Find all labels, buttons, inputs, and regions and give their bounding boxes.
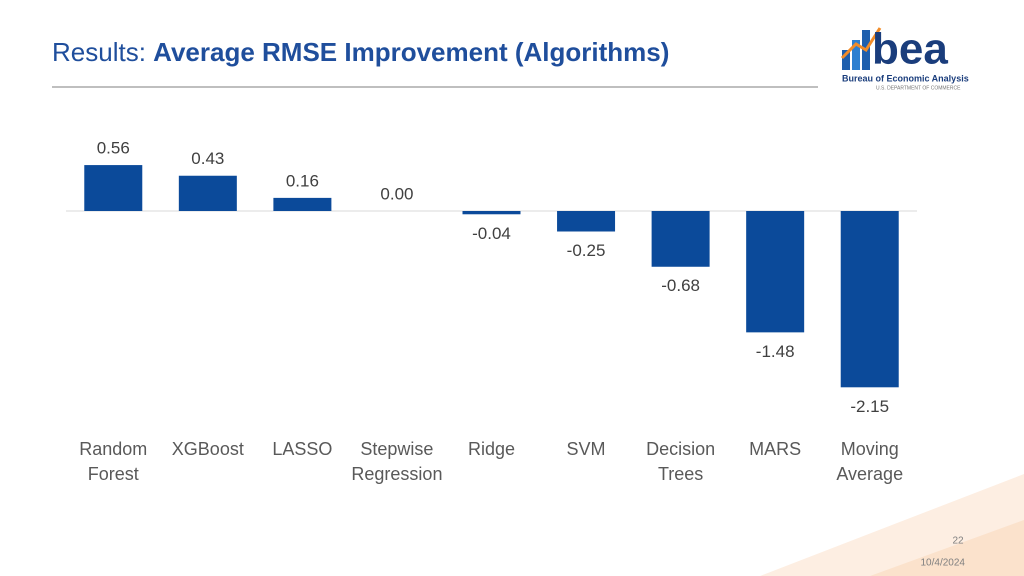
x-tick-label: XGBoost [171, 439, 244, 459]
bar [840, 211, 899, 388]
value-label: -1.48 [756, 342, 795, 361]
decor [870, 520, 1024, 576]
logo: bea Bureau of Economic Analysis U.S. DEP… [840, 25, 969, 91]
date: 10/4/2024 [921, 558, 966, 569]
value-label: -0.68 [661, 276, 700, 295]
value-label: -0.04 [472, 224, 511, 243]
x-tick-label: Ridge [467, 439, 516, 459]
value-label: -0.25 [567, 241, 606, 260]
value-label: -2.15 [850, 397, 889, 416]
x-tick-label: Moving Average [836, 439, 904, 484]
x-tick-label: Random Forest [79, 439, 148, 484]
title: Results: Average RMSE Improvement (Algor… [52, 37, 669, 67]
x-tick-label: MARS [749, 439, 802, 459]
bar [462, 211, 521, 215]
value-label: 0.00 [380, 184, 413, 203]
logo-line1: Bureau of Economic Analysis [842, 73, 969, 83]
title-main: Average RMSE Improvement (Algorithms) [153, 37, 669, 67]
x-tick-label: SVM [566, 439, 606, 459]
title-prefix: Results: [52, 37, 146, 67]
bar [84, 165, 143, 211]
bar [557, 211, 616, 232]
logo-line2: U.S. DEPARTMENT OF COMMERCE [876, 85, 961, 91]
bar [746, 211, 805, 333]
logo-line [840, 27, 882, 60]
bar [273, 197, 332, 211]
page-number: 22 [952, 536, 964, 547]
logo-name: bea [872, 25, 948, 74]
bar [178, 175, 237, 211]
value-label: 0.16 [286, 171, 319, 190]
bar [651, 211, 710, 267]
logo-bar [842, 50, 850, 70]
x-tick-label: LASSO [272, 439, 333, 459]
x-tick-label: Decision Trees [646, 439, 716, 484]
x-tick-label: Stepwise Regression [351, 439, 443, 484]
logo-bar [852, 40, 860, 70]
value-label: 0.43 [191, 149, 224, 168]
value-label: 0.56 [97, 139, 130, 158]
